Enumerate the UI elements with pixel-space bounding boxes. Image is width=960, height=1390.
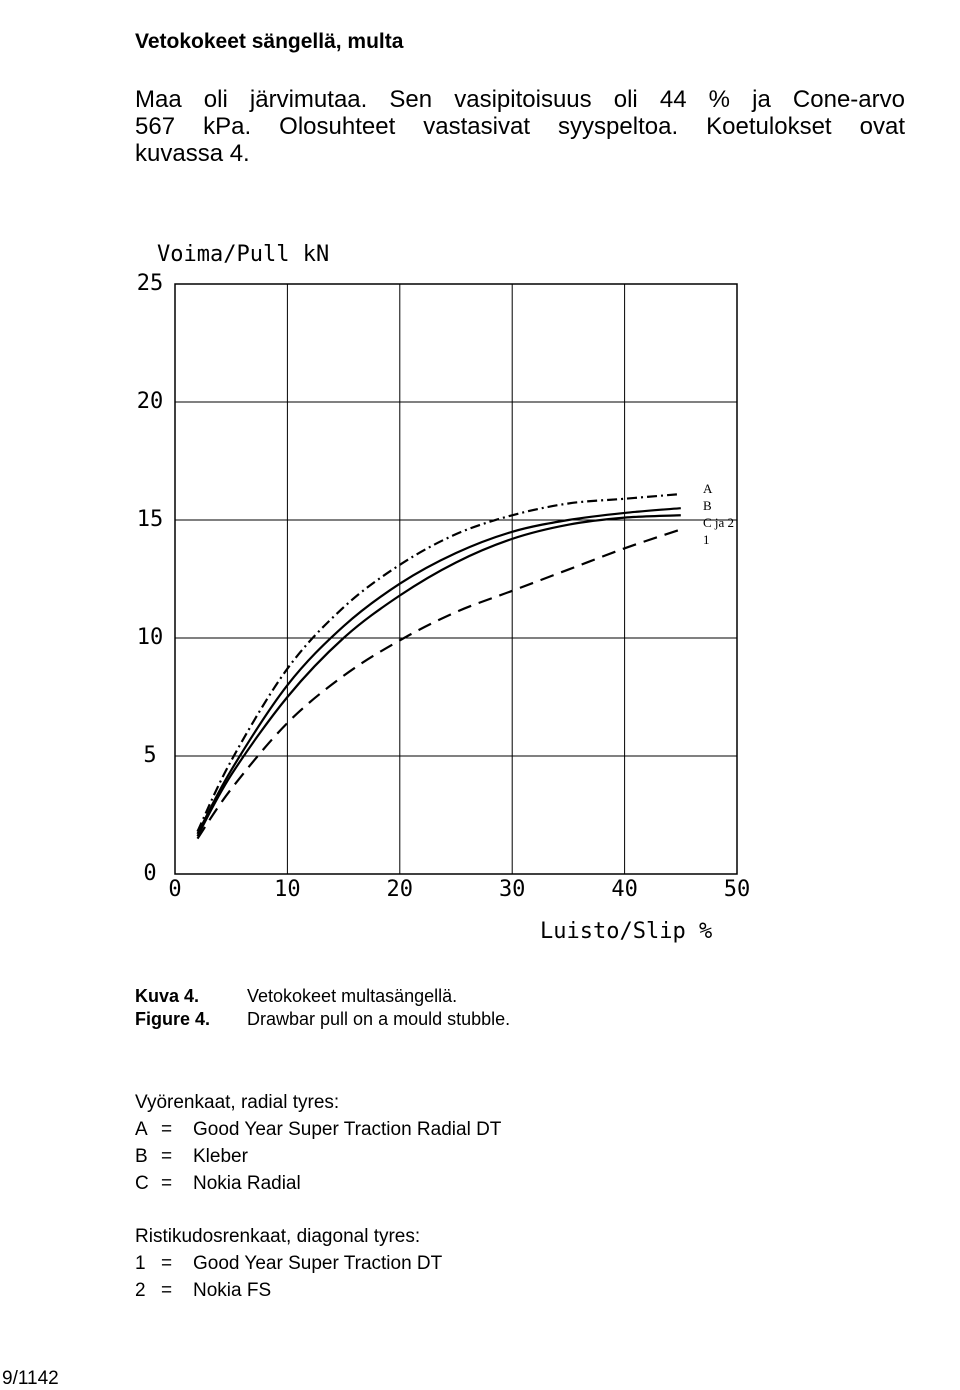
item-text: Good Year Super Traction DT <box>193 1253 443 1274</box>
curve <box>196 528 682 840</box>
item-key: A <box>135 1119 148 1140</box>
footer: 9/1142 <box>2 1368 59 1389</box>
y-tick-label: 15 <box>137 507 164 532</box>
caption: Figure 4. Drawbar pull on a mould stubble… <box>135 1009 510 1030</box>
list-item: 2 = Nokia FS <box>135 1280 271 1302</box>
curve <box>196 514 681 837</box>
list-item: C = Nokia Radial <box>135 1173 301 1195</box>
x-tick-label: 20 <box>387 877 414 902</box>
caption-label: Kuva 4. <box>135 986 200 1006</box>
y-tick-label: 10 <box>137 625 164 650</box>
x-tick-label: 30 <box>499 877 526 902</box>
y-tick-label: 25 <box>137 271 164 296</box>
item-text: Good Year Super Traction Radial DT <box>193 1119 502 1140</box>
item-key: 2 <box>135 1280 146 1301</box>
paragraph-line: Maa oli järvimutaa. Sen vasipitoisuus ol… <box>135 86 905 113</box>
curve <box>196 507 681 835</box>
y-tick-label: 5 <box>143 743 156 768</box>
caption-text: Drawbar pull on a mould stubble. <box>247 1009 511 1029</box>
item-key: 1 <box>135 1253 146 1274</box>
y-tick-label: 0 <box>143 861 156 886</box>
x-tick-label: 10 <box>274 877 301 902</box>
item-key: C <box>135 1173 149 1194</box>
x-axis-label: Luisto/Slip % <box>540 919 712 944</box>
list-item: 1 = Good Year Super Traction DT <box>135 1253 442 1275</box>
item-sign: = <box>161 1119 173 1140</box>
curve-label: A <box>703 481 713 496</box>
caption: Kuva 4. Vetokokeet multasängellä. <box>135 986 457 1007</box>
list-title: Vyörenkaat, radial tyres: <box>135 1092 340 1113</box>
y-tick-label: 20 <box>137 389 164 414</box>
curve-label: B <box>703 498 712 513</box>
list-item: A = Good Year Super Traction Radial DT <box>135 1119 501 1141</box>
plot-frame <box>174 283 738 875</box>
item-text: Nokia FS <box>193 1280 272 1301</box>
y-axis-label: Voima/Pull kN <box>157 242 329 267</box>
curve <box>196 492 681 832</box>
curve-label: 1 <box>703 532 710 547</box>
x-tick-label: 50 <box>724 877 751 902</box>
list-item: B = Kleber <box>135 1146 248 1168</box>
x-tick-label: 40 <box>611 877 638 902</box>
item-text: Kleber <box>193 1146 248 1167</box>
paragraph-line: 567 kPa. Olosuhteet vastasivat syyspelto… <box>135 113 905 140</box>
item-sign: = <box>161 1280 173 1301</box>
paragraph-line: kuvassa 4. <box>135 140 250 167</box>
list-title: Ristikudosrenkaat, diagonal tyres: <box>135 1226 421 1247</box>
chart: Voima/Pull kN Luisto/Slip % 0 5 10 15 20 25 0 1… <box>137 242 751 944</box>
x-tick-label: 0 <box>168 877 181 902</box>
item-sign: = <box>161 1253 173 1274</box>
item-sign: = <box>161 1173 173 1194</box>
heading: Vetokokeet sängellä, multa <box>135 30 404 53</box>
curve-label: C ja 2 <box>703 515 734 530</box>
item-text: Nokia Radial <box>193 1173 301 1194</box>
caption-text: Vetokokeet multasängellä. <box>247 986 458 1006</box>
item-sign: = <box>161 1146 173 1167</box>
caption-label: Figure 4. <box>135 1009 211 1029</box>
item-key: B <box>135 1146 148 1167</box>
